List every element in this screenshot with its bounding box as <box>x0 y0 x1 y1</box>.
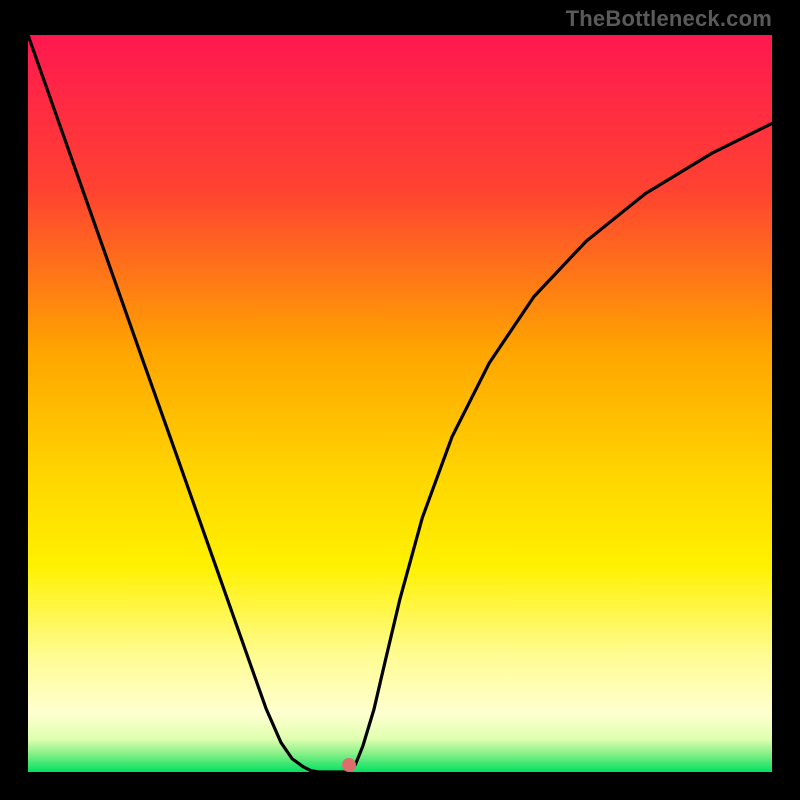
frame-border-bottom <box>0 772 800 800</box>
chart-line-series <box>28 35 772 772</box>
chart-plot-area <box>28 35 772 772</box>
frame-border-left <box>0 0 28 800</box>
watermark-text: TheBottleneck.com <box>566 6 772 32</box>
frame-border-right <box>772 0 800 800</box>
chart-curve <box>28 35 772 772</box>
chart-point-marker <box>342 758 356 772</box>
